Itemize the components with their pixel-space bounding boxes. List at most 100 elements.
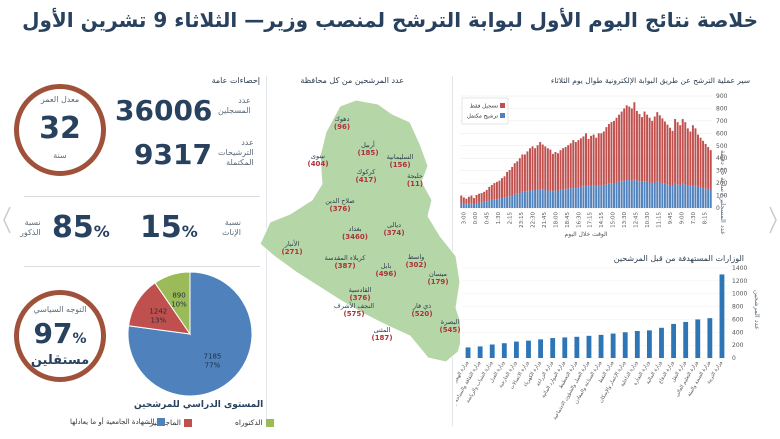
time-chart-bar [539, 189, 542, 208]
time-chart-bar [602, 184, 605, 208]
time-chart-bar [638, 181, 641, 208]
time-chart-bar [544, 146, 547, 190]
time-chart-bar [490, 199, 493, 208]
time-chart-bar [607, 183, 610, 208]
time-chart-bar [666, 124, 669, 185]
province-name: كربلاء المقدسة [324, 254, 366, 262]
political-ring: التوجه السياسي 97% مستقلين [14, 290, 106, 382]
time-chart-xtick: 8:15 [702, 212, 708, 225]
province-label: ذي قار (520) [396, 302, 448, 318]
ministry-bar [622, 332, 628, 358]
pie-legend-masters-swatch [183, 419, 192, 427]
time-chart-bar [579, 138, 582, 187]
ministry-bar [489, 344, 495, 358]
time-chart-bar [577, 187, 580, 208]
time-chart-bar [574, 188, 577, 208]
time-chart-bar [574, 142, 577, 189]
page-title: خلاصة نتائج اليوم الأول لبوابة الترشح لم… [22, 8, 758, 32]
time-chart-bar [523, 191, 526, 208]
time-chart-bar [490, 184, 493, 200]
time-chart-bar [600, 185, 603, 208]
province-label: حلبجة (11) [389, 172, 441, 188]
time-chart-bar [684, 122, 687, 185]
province-count: (575) [343, 310, 365, 318]
province-label: نينوى (404) [292, 152, 344, 168]
province-label: أربيل (185) [342, 141, 394, 157]
time-chart-title: سير عملية الترشح عن طريق البوابة الإلكتر… [550, 76, 750, 85]
time-chart-bar [702, 140, 705, 189]
province-count: (156) [389, 161, 411, 169]
female-value-number: 15 [140, 210, 182, 245]
time-chart-bar [564, 147, 567, 190]
time-chart-bar [501, 198, 503, 208]
time-chart-bar [569, 143, 572, 189]
province-name: بابل [380, 262, 392, 270]
ministry-bar [695, 319, 701, 358]
time-chart-xtick: 9:00 [679, 212, 685, 225]
province-name: نينوى [310, 152, 326, 160]
time-chart-bar [658, 182, 661, 208]
time-chart-ytick: 700 [716, 118, 728, 125]
time-chart-bar [684, 184, 687, 208]
time-chart-bar [628, 106, 631, 180]
time-chart-bar [551, 191, 554, 208]
time-chart-xtick: 3:00 [462, 212, 468, 225]
province-label: النجف الأشرف (575) [328, 302, 380, 318]
time-chart-bar [707, 147, 710, 190]
time-chart-legend-label: ترشيح مكتمل [467, 113, 499, 120]
ministry-bar [719, 274, 725, 358]
time-chart-bar [595, 137, 598, 187]
political-value: 97% [19, 317, 101, 350]
time-chart-bar [534, 148, 537, 191]
province-name: دهوك [334, 115, 350, 123]
time-chart-bar [557, 190, 559, 208]
chevron-left-icon [3, 206, 11, 234]
time-chart-bar [513, 163, 516, 195]
pie-legend-bachelor-label: الشهادة الجامعية أو ما يعادلها [70, 418, 155, 426]
time-chart-bar [513, 194, 516, 208]
ministry-bar [598, 334, 604, 358]
time-chart-xtick: 10:30 [645, 212, 651, 228]
time-chart-ytick: 600 [716, 130, 728, 137]
time-chart-legend-label: تسجيل فقط [470, 104, 499, 110]
male-value-number: 85 [52, 210, 94, 245]
time-chart-bar [475, 194, 478, 204]
time-chart-bar [613, 120, 615, 184]
time-chart-bar [531, 189, 534, 208]
next-slide-button[interactable] [768, 203, 778, 237]
female-label-line2: الإناث [222, 228, 241, 237]
time-chart-bar [704, 188, 707, 208]
time-chart-bar [498, 180, 501, 199]
time-chart-bar [638, 114, 641, 182]
female-label-line1: نسبة [224, 218, 241, 227]
ministry-chart-ylabel: عدد المرشحين [753, 290, 761, 330]
time-chart-bar [653, 182, 656, 208]
ministry-bar [550, 338, 556, 358]
time-chart-bar [549, 190, 552, 208]
time-chart-bar [592, 185, 595, 208]
ministry-chart-ytick: 1000 [732, 291, 747, 298]
time-chart-bar [534, 190, 537, 208]
time-chart-bar [473, 204, 475, 208]
time-chart-bar [582, 136, 585, 187]
avg-age-unit: سنة [53, 151, 67, 160]
time-chart-bar [582, 186, 585, 208]
time-chart-bar [651, 120, 654, 184]
time-chart-ytick: 200 [716, 180, 728, 187]
female-percent-sign: % [181, 222, 198, 241]
time-chart-bar [541, 144, 544, 190]
male-label-line1: نسبة [24, 218, 41, 227]
time-chart-bar [691, 125, 694, 185]
time-chart-xtick: 17:15 [588, 212, 594, 228]
time-chart-bar [554, 152, 557, 191]
completed-label-line2: الترشيحات [218, 148, 254, 157]
pie-legend-masters-label: الماجستير [150, 418, 181, 427]
time-chart-bar [516, 161, 519, 194]
previous-slide-button[interactable] [2, 203, 12, 237]
time-chart-xtick: 0:00 [473, 212, 479, 225]
time-chart-bar [557, 153, 559, 191]
ministry-bar [538, 339, 544, 358]
province-count: (496) [375, 270, 397, 278]
